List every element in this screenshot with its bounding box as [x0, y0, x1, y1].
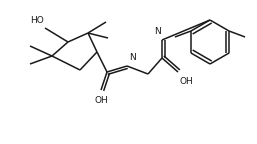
Text: OH: OH [94, 96, 108, 105]
Text: HO: HO [30, 16, 44, 25]
Text: OH: OH [180, 77, 194, 86]
Text: N: N [129, 53, 136, 62]
Text: N: N [154, 27, 161, 36]
